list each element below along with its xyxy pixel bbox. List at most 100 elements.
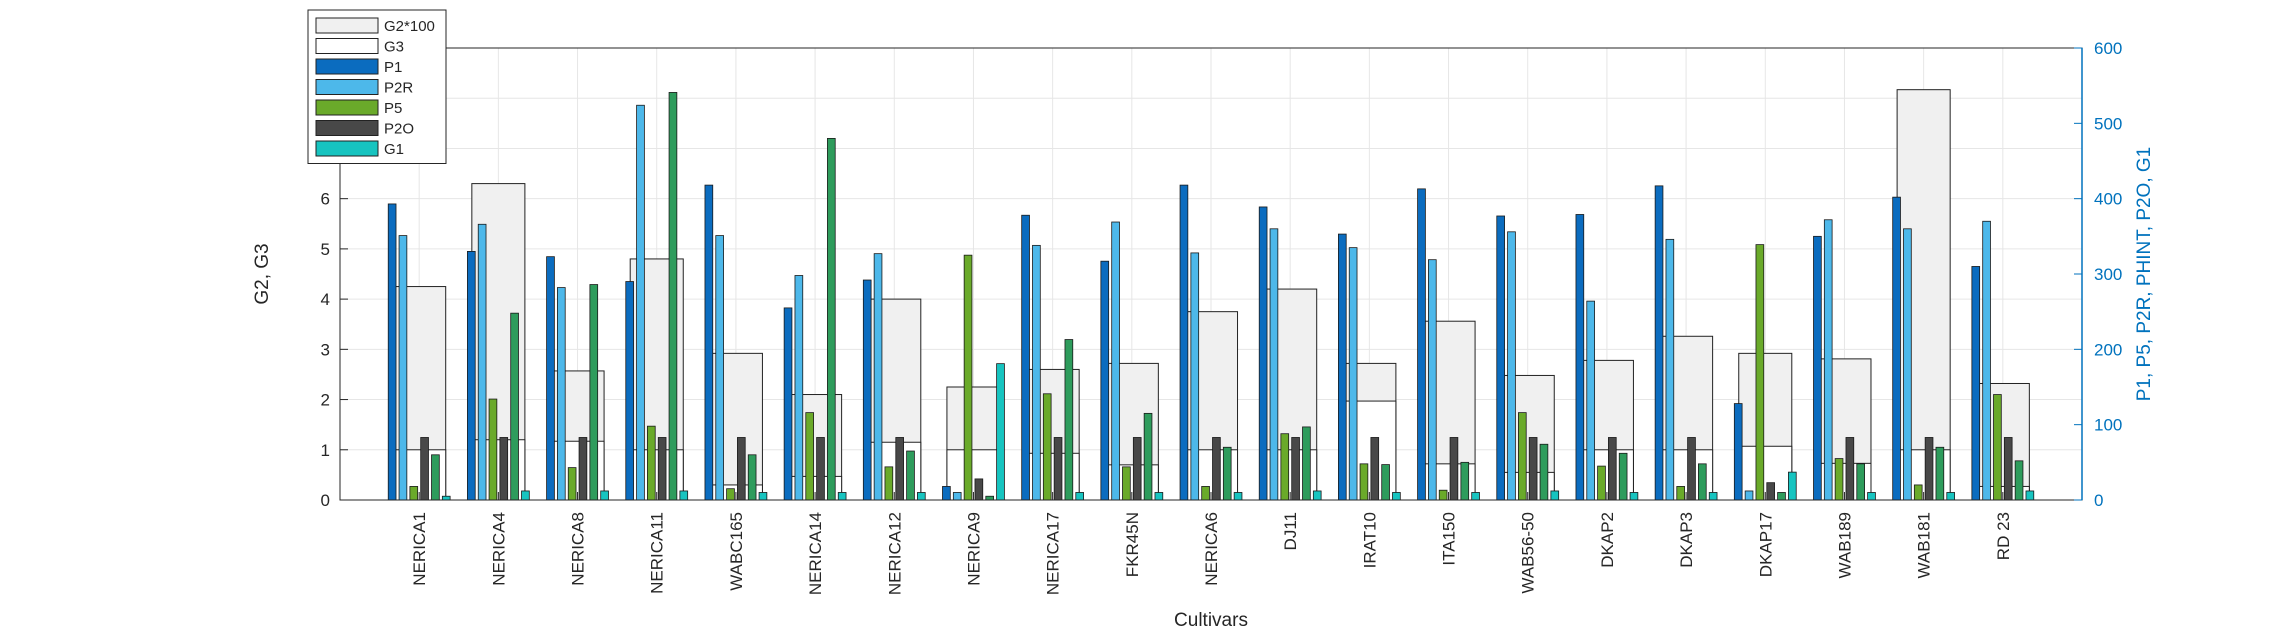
right-tick-label: 500 bbox=[2094, 114, 2122, 133]
bar-phint-wab181 bbox=[1935, 446, 1945, 501]
legend-label-g1: G1 bbox=[384, 141, 404, 158]
bar-phint-rd-23 bbox=[2014, 460, 2024, 501]
bar-p2r-nerica11 bbox=[636, 104, 645, 501]
x-tick-label: NERICA4 bbox=[489, 512, 508, 586]
x-tick-label: NERICA14 bbox=[806, 512, 825, 595]
bar-g1-dkap17 bbox=[1788, 471, 1797, 501]
left-tick-label: 2 bbox=[321, 391, 330, 410]
bar-phint-nerica14 bbox=[827, 137, 836, 501]
bar-g1-nerica12 bbox=[917, 492, 926, 501]
x-tick-label: NERICA9 bbox=[964, 512, 983, 586]
bar-p2o-nerica12 bbox=[895, 437, 904, 501]
bar-p2r-nerica1 bbox=[398, 235, 408, 501]
bar-g1-dj11 bbox=[1312, 490, 1322, 501]
bar-p1-irat10 bbox=[1338, 233, 1347, 501]
x-tick-label: WAB181 bbox=[1915, 512, 1934, 578]
bar-g1-ita150 bbox=[1471, 492, 1480, 501]
bar-p1-dkap2 bbox=[1575, 214, 1585, 501]
bar-g1-wabc165 bbox=[758, 492, 768, 501]
right-tick-label: 400 bbox=[2094, 190, 2122, 209]
bar-g1-wab56-50 bbox=[1550, 490, 1560, 501]
bar-p2r-rd-23 bbox=[1982, 220, 1991, 501]
bar-p5-nerica6 bbox=[1201, 486, 1210, 501]
bar-phint-nerica11 bbox=[668, 92, 678, 501]
bar-p1-dj11 bbox=[1258, 206, 1268, 501]
bar-p2r-nerica17 bbox=[1032, 244, 1041, 501]
bar-p1-nerica1 bbox=[387, 203, 397, 501]
bar-p1-fkr45n bbox=[1100, 260, 1110, 501]
bar-p5-wab56-50 bbox=[1518, 412, 1527, 501]
bar-phint-ita150 bbox=[1460, 461, 1470, 501]
bar-p2o-wab181 bbox=[1924, 437, 1934, 501]
bar-g1-nerica4 bbox=[521, 490, 530, 501]
legend-label-g3: G3 bbox=[384, 39, 404, 56]
bar-phint-dkap3 bbox=[1698, 463, 1707, 501]
bar-p1-wabc165 bbox=[704, 184, 714, 501]
x-tick-label: DKAP3 bbox=[1677, 512, 1696, 568]
bar-phint-nerica9 bbox=[985, 495, 994, 501]
bar-p2o-dj11 bbox=[1291, 437, 1300, 501]
bar-p2o-wab56-50 bbox=[1528, 437, 1538, 501]
bar-p2o-nerica11 bbox=[657, 437, 667, 501]
right-tick-label: 100 bbox=[2094, 416, 2122, 435]
bar-p2r-nerica14 bbox=[794, 275, 804, 501]
bar-p5-nerica4 bbox=[488, 398, 498, 501]
bar-p2r-wab56-50 bbox=[1507, 231, 1516, 501]
bar-phint-nerica4 bbox=[510, 312, 519, 501]
bar-p5-ita150 bbox=[1438, 489, 1448, 501]
x-axis-label: Cultivars bbox=[1174, 610, 1248, 630]
bar-p5-dkap2 bbox=[1597, 465, 1606, 501]
bar-g1-fkr45n bbox=[1154, 492, 1164, 501]
bar-p1-ita150 bbox=[1417, 188, 1426, 501]
bar-p5-nerica8 bbox=[567, 467, 577, 501]
bar-p2o-nerica6 bbox=[1212, 437, 1221, 501]
bar-p2r-dj11 bbox=[1269, 228, 1279, 501]
right-tick-label: 200 bbox=[2094, 340, 2122, 359]
bar-phint-wabc165 bbox=[747, 454, 757, 501]
bar-g1-wab189 bbox=[1867, 492, 1876, 501]
left-tick-label: 6 bbox=[321, 190, 330, 209]
bar-p2r-wab181 bbox=[1903, 228, 1912, 501]
legend: G2*100 G3 P1 P2R P5 P2O G1 bbox=[307, 9, 447, 164]
legend-swatch-g3 bbox=[315, 38, 379, 54]
x-tick-label: ITA150 bbox=[1440, 512, 1459, 566]
legend-swatch-g1 bbox=[315, 140, 379, 157]
bar-p2o-nerica9 bbox=[974, 478, 984, 501]
bar-p5-nerica14 bbox=[805, 412, 814, 501]
bar-phint-fkr45n bbox=[1143, 412, 1153, 501]
legend-swatch-p2r bbox=[315, 79, 379, 95]
x-tick-label: DJ11 bbox=[1281, 512, 1300, 550]
bar-p5-fkr45n bbox=[1122, 466, 1131, 501]
bar-p1-wab181 bbox=[1892, 196, 1901, 501]
bar-p2r-irat10 bbox=[1348, 247, 1358, 501]
legend-label-p5: P5 bbox=[384, 100, 402, 117]
bar-p5-wabc165 bbox=[726, 488, 735, 501]
bar-g1-nerica17 bbox=[1075, 492, 1084, 501]
legend-label-g2-100: G2*100 bbox=[384, 18, 435, 35]
bar-p1-rd-23 bbox=[1971, 266, 1981, 501]
legend-label-p1: P1 bbox=[384, 59, 402, 76]
bar-p2r-nerica12 bbox=[873, 253, 883, 501]
bar-p1-nerica6 bbox=[1179, 184, 1189, 501]
bar-p5-dkap3 bbox=[1676, 486, 1685, 501]
left-tick-label: 4 bbox=[321, 290, 330, 309]
bar-g1-nerica1 bbox=[441, 495, 451, 501]
bar-phint-nerica17 bbox=[1064, 339, 1074, 501]
x-tick-label: WABC165 bbox=[727, 512, 746, 591]
bar-p1-nerica11 bbox=[625, 281, 634, 501]
bar-p2r-nerica4 bbox=[477, 223, 487, 501]
bar-phint-dj11 bbox=[1302, 426, 1311, 501]
bar-p1-nerica14 bbox=[783, 307, 793, 501]
bar-g3-nerica9 bbox=[946, 449, 1001, 501]
bar-phint-wab189 bbox=[1856, 463, 1865, 501]
bar-p2r-nerica8 bbox=[557, 287, 566, 501]
bar-p5-irat10 bbox=[1359, 463, 1369, 501]
bar-p1-dkap3 bbox=[1654, 185, 1664, 501]
x-tick-label: DKAP2 bbox=[1598, 512, 1617, 568]
bar-p1-nerica9 bbox=[942, 486, 951, 501]
bar-phint-nerica6 bbox=[1222, 446, 1232, 501]
x-tick-label: IRAT10 bbox=[1360, 512, 1379, 568]
legend-swatch-p5 bbox=[315, 99, 379, 116]
bar-p2o-dkap3 bbox=[1687, 437, 1696, 501]
